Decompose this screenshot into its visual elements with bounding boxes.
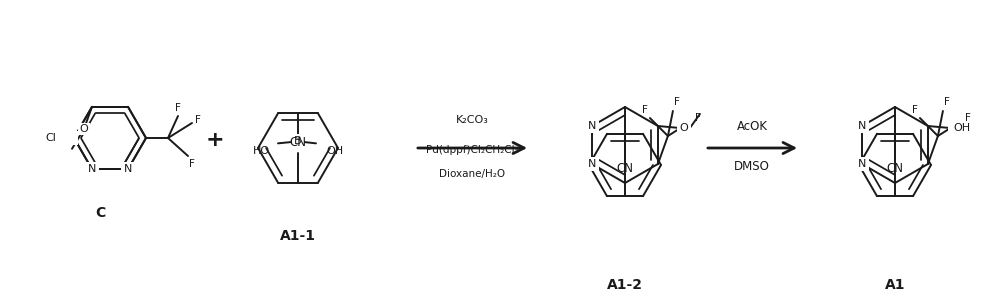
Text: F: F [944, 97, 950, 107]
Bar [78, 123, 90, 135]
Bar [585, 157, 599, 171]
Bar [292, 134, 304, 148]
Text: CN: CN [290, 136, 307, 149]
Text: A1: A1 [885, 278, 905, 292]
Text: CN: CN [886, 162, 903, 175]
Text: Pd(dppf)Cl₂CH₂Cl₂: Pd(dppf)Cl₂CH₂Cl₂ [426, 145, 518, 155]
Text: F: F [175, 103, 181, 113]
Text: C: C [95, 206, 105, 220]
Text: F: F [642, 105, 648, 115]
Bar [54, 131, 78, 145]
Bar [677, 121, 691, 135]
Bar [855, 119, 869, 133]
Bar [85, 162, 99, 176]
Text: A1-1: A1-1 [280, 229, 316, 243]
Text: N: N [588, 121, 596, 131]
Text: F: F [195, 115, 201, 125]
Text: N: N [858, 121, 866, 131]
Text: N: N [588, 159, 596, 169]
Text: AcOK: AcOK [736, 119, 768, 133]
Text: A1-2: A1-2 [607, 278, 643, 292]
Text: N: N [88, 164, 96, 174]
Text: F: F [965, 113, 971, 123]
Text: OH: OH [326, 146, 344, 156]
Bar [585, 119, 599, 133]
Text: DMSO: DMSO [734, 160, 770, 173]
Text: O: O [80, 124, 88, 134]
Text: F: F [912, 105, 918, 115]
Text: F: F [189, 159, 195, 169]
Text: B: B [294, 136, 302, 146]
Text: Cl: Cl [45, 133, 56, 143]
Text: N: N [124, 164, 132, 174]
Text: N: N [858, 159, 866, 169]
Text: Dioxane/H₂O: Dioxane/H₂O [439, 169, 505, 179]
Text: +: + [206, 130, 224, 150]
Bar [855, 157, 869, 171]
Text: K₂CO₃: K₂CO₃ [456, 115, 488, 125]
Text: CN: CN [616, 162, 634, 175]
Text: O: O [680, 123, 688, 133]
Text: F: F [695, 113, 701, 123]
Text: HO: HO [252, 146, 270, 156]
Bar [121, 162, 135, 176]
Text: F: F [674, 97, 680, 107]
Bar [948, 121, 976, 135]
Text: OH: OH [953, 123, 970, 133]
